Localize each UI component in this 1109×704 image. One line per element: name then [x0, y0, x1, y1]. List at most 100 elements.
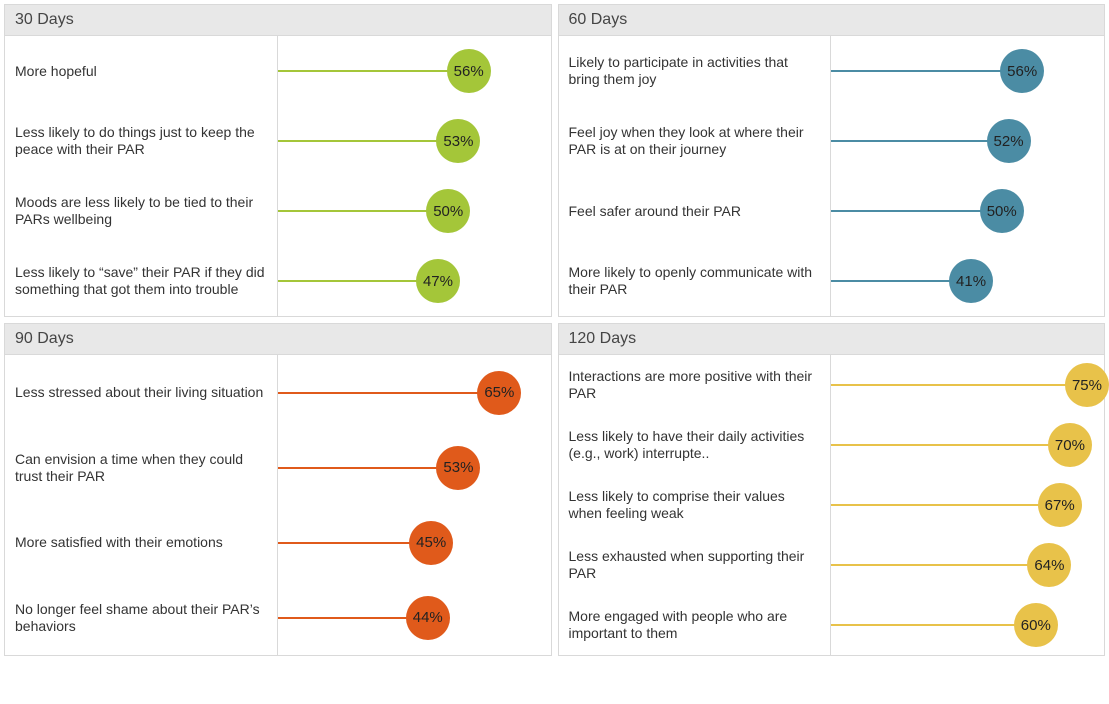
metric-label: Less likely to comprise their values whe… — [559, 475, 831, 535]
metric-label: More satisfied with their emotions — [5, 505, 277, 580]
lollipop-circle: 60% — [1014, 603, 1058, 647]
labels-column: More hopeful Less likely to do things ju… — [5, 36, 278, 316]
lollipop-row: 67% — [831, 475, 1104, 535]
chart-column: 75% 70% 67% 64% 60% — [831, 355, 1104, 655]
lollipop-row: 53% — [278, 106, 551, 176]
metric-label: Less stressed about their living situati… — [5, 355, 277, 430]
lollipop-circle: 56% — [447, 49, 491, 93]
lollipop-circle: 47% — [416, 259, 460, 303]
lollipop-line — [831, 504, 1059, 506]
lollipop-row: 53% — [278, 430, 551, 505]
lollipop-row: 50% — [831, 176, 1104, 246]
lollipop-line — [278, 542, 431, 544]
panel-body: Interactions are more positive with thei… — [559, 355, 1105, 655]
lollipop-circle: 45% — [409, 521, 453, 565]
lollipop-circle: 65% — [477, 371, 521, 415]
panel-60-days: 60 Days Likely to participate in activit… — [558, 4, 1106, 317]
value-label: 50% — [987, 203, 1017, 220]
lollipop-row: 45% — [278, 505, 551, 580]
metric-label: No longer feel shame about their PAR’s b… — [5, 580, 277, 655]
chart-column: 56% 53% 50% 47% — [278, 36, 551, 316]
panel-30-days: 30 Days More hopeful Less likely to do t… — [4, 4, 552, 317]
value-label: 53% — [443, 459, 473, 476]
panel-120-days: 120 Days Interactions are more positive … — [558, 323, 1106, 656]
panel-body: More hopeful Less likely to do things ju… — [5, 36, 551, 316]
lollipop-circle: 52% — [987, 119, 1031, 163]
metric-label: Less likely to “save” their PAR if they … — [5, 246, 277, 316]
lollipop-circle: 41% — [949, 259, 993, 303]
metric-label: Interactions are more positive with thei… — [559, 355, 831, 415]
lollipop-circle: 64% — [1027, 543, 1071, 587]
lollipop-row: 52% — [831, 106, 1104, 176]
dashboard-grid: 30 Days More hopeful Less likely to do t… — [0, 0, 1109, 660]
value-label: 47% — [423, 273, 453, 290]
labels-column: Likely to participate in activities that… — [559, 36, 832, 316]
value-label: 41% — [956, 273, 986, 290]
metric-label: More hopeful — [5, 36, 277, 106]
panel-title: 60 Days — [559, 5, 1105, 36]
chart-column: 65% 53% 45% 44% — [278, 355, 551, 655]
lollipop-row: 56% — [831, 36, 1104, 106]
lollipop-circle: 56% — [1000, 49, 1044, 93]
lollipop-line — [831, 210, 1001, 212]
metric-label: Can envision a time when they could trus… — [5, 430, 277, 505]
labels-column: Interactions are more positive with thei… — [559, 355, 832, 655]
panel-body: Less stressed about their living situati… — [5, 355, 551, 655]
chart-column: 56% 52% 50% 41% — [831, 36, 1104, 316]
value-label: 52% — [994, 133, 1024, 150]
lollipop-circle: 53% — [436, 446, 480, 490]
labels-column: Less stressed about their living situati… — [5, 355, 278, 655]
lollipop-line — [278, 392, 500, 394]
metric-label: Moods are less likely to be tied to thei… — [5, 176, 277, 246]
metric-label: More engaged with people who are importa… — [559, 595, 831, 655]
value-label: 67% — [1045, 497, 1075, 514]
value-label: 64% — [1034, 557, 1064, 574]
lollipop-row: 60% — [831, 595, 1104, 655]
value-label: 45% — [416, 534, 446, 551]
lollipop-row: 70% — [831, 415, 1104, 475]
value-label: 56% — [454, 63, 484, 80]
lollipop-row: 64% — [831, 535, 1104, 595]
lollipop-line — [831, 384, 1087, 386]
lollipop-line — [278, 210, 448, 212]
value-label: 53% — [443, 133, 473, 150]
value-label: 56% — [1007, 63, 1037, 80]
panel-title: 120 Days — [559, 324, 1105, 355]
lollipop-row: 75% — [831, 355, 1104, 415]
metric-label: Less likely to do things just to keep th… — [5, 106, 277, 176]
lollipop-row: 47% — [278, 246, 551, 316]
lollipop-circle: 50% — [426, 189, 470, 233]
lollipop-circle: 67% — [1038, 483, 1082, 527]
metric-label: Feel joy when they look at where their P… — [559, 106, 831, 176]
lollipop-circle: 53% — [436, 119, 480, 163]
lollipop-line — [278, 467, 459, 469]
lollipop-line — [278, 280, 438, 282]
value-label: 60% — [1021, 617, 1051, 634]
lollipop-circle: 50% — [980, 189, 1024, 233]
panel-90-days: 90 Days Less stressed about their living… — [4, 323, 552, 656]
lollipop-row: 50% — [278, 176, 551, 246]
panel-title: 90 Days — [5, 324, 551, 355]
lollipop-row: 41% — [831, 246, 1104, 316]
lollipop-row: 65% — [278, 355, 551, 430]
lollipop-row: 44% — [278, 580, 551, 655]
value-label: 70% — [1055, 437, 1085, 454]
value-label: 75% — [1072, 377, 1102, 394]
lollipop-circle: 44% — [406, 596, 450, 640]
lollipop-circle: 75% — [1065, 363, 1109, 407]
panel-body: Likely to participate in activities that… — [559, 36, 1105, 316]
lollipop-line — [278, 70, 469, 72]
metric-label: Less likely to have their daily activiti… — [559, 415, 831, 475]
metric-label: Less exhausted when supporting their PAR — [559, 535, 831, 595]
value-label: 50% — [433, 203, 463, 220]
lollipop-line — [831, 624, 1036, 626]
value-label: 44% — [413, 609, 443, 626]
lollipop-line — [278, 140, 459, 142]
panel-title: 30 Days — [5, 5, 551, 36]
lollipop-row: 56% — [278, 36, 551, 106]
metric-label: Feel safer around their PAR — [559, 176, 831, 246]
lollipop-circle: 70% — [1048, 423, 1092, 467]
value-label: 65% — [484, 384, 514, 401]
lollipop-line — [831, 70, 1022, 72]
lollipop-line — [831, 140, 1008, 142]
